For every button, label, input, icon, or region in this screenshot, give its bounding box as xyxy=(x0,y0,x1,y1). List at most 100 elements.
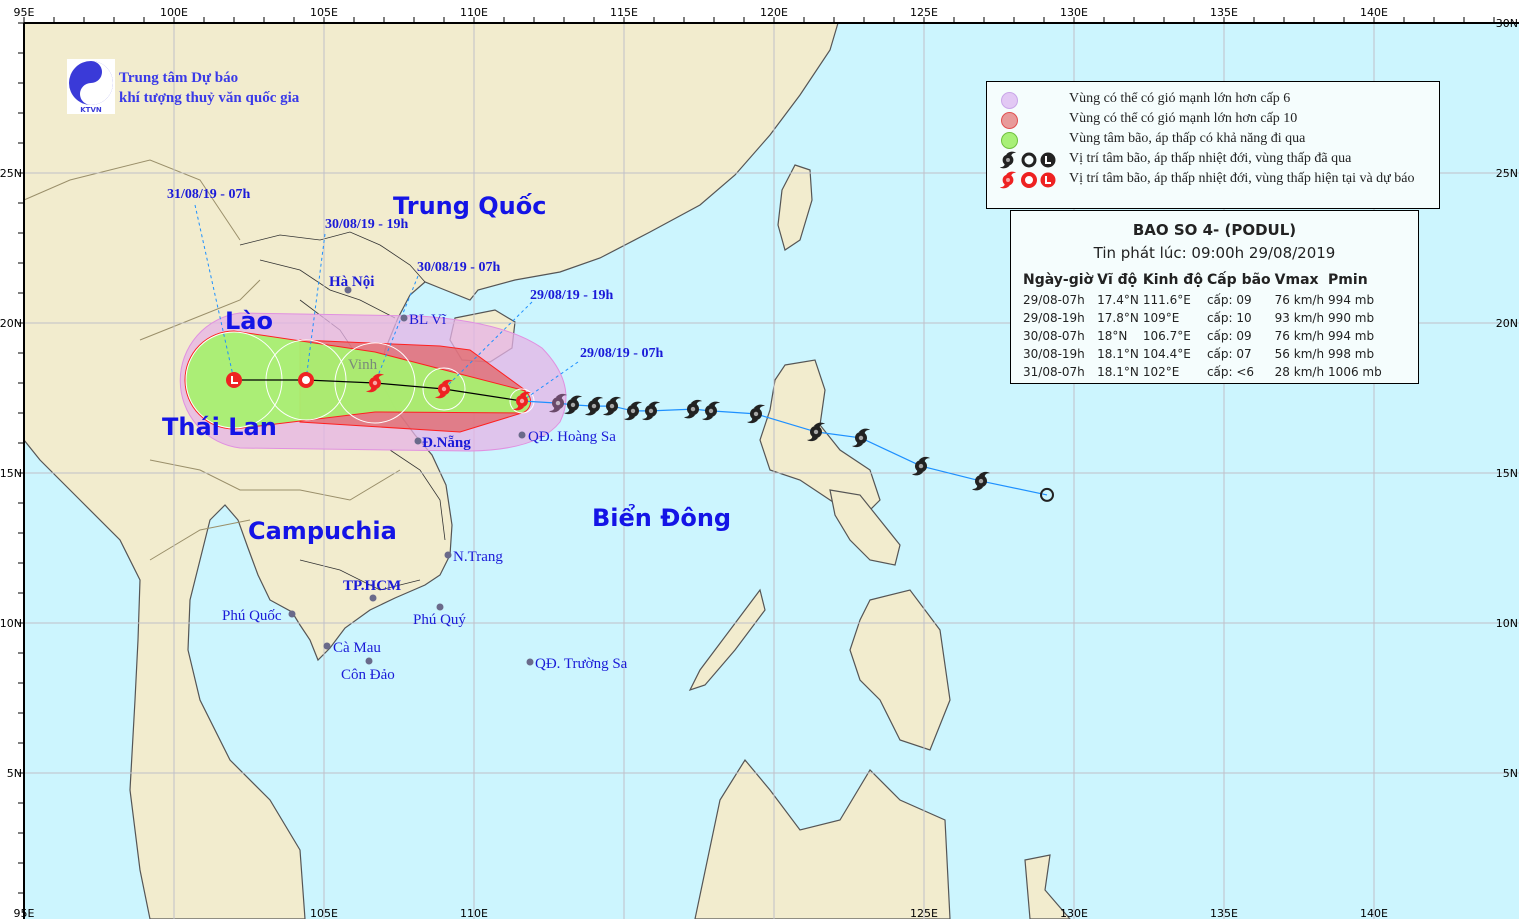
forecast-label: 29/08/19 - 07h xyxy=(580,346,663,361)
country-label: Biển Đông xyxy=(592,502,731,532)
table-row: 30/08-19h 18.1°N 104.4°E cấp: 07 56 km/h 998 … xyxy=(1021,345,1384,363)
lon-tick-label: 130E xyxy=(1060,907,1088,919)
country-label: Campuchia xyxy=(248,517,397,545)
table-cell: cấp: 09 xyxy=(1206,329,1252,343)
lat-tick-label: 5N xyxy=(1503,767,1518,780)
table-cell: 111.6°E xyxy=(1142,293,1191,307)
lon-tick-label: 125E xyxy=(910,907,938,919)
lat-tick-label: 20N xyxy=(1496,317,1518,330)
palawan xyxy=(688,588,766,692)
lat-tick-label: 10N xyxy=(0,617,22,630)
country-borders xyxy=(23,159,401,561)
lon-tick-label: 135E xyxy=(1210,907,1238,919)
place-label: Phú Quốc xyxy=(222,608,282,624)
storm-info-panel: BAO SO 4- (PODUL) Tin phát lúc: 09:00h 2… xyxy=(1010,210,1419,384)
lat-tick-label: 10N xyxy=(1496,617,1518,630)
table-cell: 994 mb xyxy=(1328,329,1375,343)
country-label: Trung Quốc xyxy=(393,192,546,220)
column-header: Vĩ độ xyxy=(1097,272,1138,288)
table-cell: 17.4°N xyxy=(1097,293,1139,307)
legend-label: Vị trí tâm bão, áp thấp nhiệt đới, vùng … xyxy=(1069,151,1352,166)
lon-tick-label: 115E xyxy=(610,6,638,19)
lat-tick-label: 20N xyxy=(0,317,22,330)
table-cell: 17.8°N xyxy=(1097,311,1139,325)
past-position-depression-icon xyxy=(1040,487,1054,502)
lon-tick-label: 140E xyxy=(1360,6,1388,19)
forecast-position-low-icon xyxy=(226,372,242,388)
forecast-position-depression-icon xyxy=(298,372,314,388)
lat-tick-label: 25N xyxy=(0,167,22,180)
lat-tick-label: 5N xyxy=(7,767,22,780)
table-cell: 18.1°N xyxy=(1097,365,1139,379)
table-cell: 28 km/h xyxy=(1274,365,1325,379)
legend-label: Vùng tâm bão, áp thấp có khả năng đi qua xyxy=(1069,131,1306,146)
place-label: BL Vĩ xyxy=(409,312,447,328)
level10-swatch xyxy=(1001,112,1018,129)
lat-tick-label: 30N xyxy=(1496,17,1518,30)
place-dots xyxy=(288,286,534,666)
lon-tick-label: 135E xyxy=(1210,6,1238,19)
lon-tick-label: 120E xyxy=(760,6,788,19)
lon-tick-label: 110E xyxy=(460,907,488,919)
table-cell: 93 km/h xyxy=(1274,311,1325,325)
forecast-leader-lines xyxy=(194,204,579,402)
lon-tick-label: 100E xyxy=(160,6,188,19)
table-cell: 30/08-07h xyxy=(1023,329,1085,343)
forecast-label: 30/08/19 - 07h xyxy=(417,260,500,275)
lon-tick-label: 105E xyxy=(310,6,338,19)
table-cell: 1006 mb xyxy=(1328,365,1382,379)
table-cell: 76 km/h xyxy=(1274,293,1325,307)
legend-label: Vùng có thể có gió mạnh lớn hơn cấp 10 xyxy=(1069,111,1298,126)
table-cell: 994 mb xyxy=(1328,293,1375,307)
country-label: Lào xyxy=(225,307,273,335)
table-row: 29/08-07h 17.4°N 111.6°E cấp: 09 76 km/h 994 … xyxy=(1021,291,1384,309)
lon-tick-label: 140E xyxy=(1360,907,1388,919)
table-cell: 104.4°E xyxy=(1142,347,1191,361)
table-cell: 102°E xyxy=(1142,365,1180,379)
table-cell: 106.7°E xyxy=(1142,329,1191,343)
column-header: Vmax xyxy=(1274,272,1319,288)
org-name-line1: Trung tâm Dự báo xyxy=(119,70,238,86)
map-axes: 95E 100E 105E 110E 115E 120E 125E 130E 135E 140E 9… xyxy=(0,6,1519,919)
table-cell: cấp: 10 xyxy=(1206,311,1252,325)
table-cell: 18.1°N xyxy=(1097,347,1139,361)
lat-tick-label: 15N xyxy=(1496,467,1518,480)
past-position-icons xyxy=(999,151,1056,169)
column-header: Kinh độ xyxy=(1142,272,1203,288)
table-cell: 56 km/h xyxy=(1274,347,1325,361)
table-row: 30/08-07h 18°N 106.7°E cấp: 09 76 km/h 994 mb xyxy=(1021,327,1384,345)
table-cell: cấp: 09 xyxy=(1206,293,1252,307)
center-zone-swatch xyxy=(1001,132,1018,149)
lon-tick-label: 110E xyxy=(460,6,488,19)
place-label: Côn Đảo xyxy=(341,667,395,683)
table-row: 31/08-07h 18.1°N 102°E cấp: <6 28 km/h 1006 m… xyxy=(1021,363,1384,381)
map-legend: Vùng có thể có gió mạnh lớn hơn cấp 6 Vù… xyxy=(986,81,1440,209)
lat-tick-label: 25N xyxy=(1496,167,1518,180)
table-cell: 29/08-19h xyxy=(1023,311,1085,325)
country-label: Thái Lan xyxy=(162,413,277,441)
column-header: Ngày-giờ xyxy=(1023,272,1094,288)
column-header: Pmin xyxy=(1328,272,1368,288)
table-cell: 109°E xyxy=(1142,311,1180,325)
legend-label: Vị trí tâm bão, áp thấp nhiệt đới, vùng … xyxy=(1069,171,1415,186)
place-label: Cà Mau xyxy=(333,640,381,656)
lon-tick-label: 95E xyxy=(14,6,35,19)
table-cell: cấp: <6 xyxy=(1206,365,1255,379)
table-cell: 31/08-07h xyxy=(1023,365,1085,379)
level6-swatch xyxy=(1001,92,1018,109)
table-cell: 18°N xyxy=(1097,329,1128,343)
table-cell: 998 mb xyxy=(1328,347,1375,361)
lon-tick-label: 130E xyxy=(1060,6,1088,19)
logo-text: KTVN xyxy=(80,106,102,114)
storm-center-zone xyxy=(184,330,531,430)
issued-time: Tin phát lúc: 09:00h 29/08/2019 xyxy=(1093,244,1336,262)
org-name-line2: khí tượng thuỷ văn quốc gia xyxy=(119,90,300,106)
place-label: TP.HCM xyxy=(343,578,401,594)
table-cell: 30/08-19h xyxy=(1023,347,1085,361)
taiwan xyxy=(777,164,813,251)
forecast-position-icons xyxy=(999,171,1056,189)
place-label: QĐ. Hoàng Sa xyxy=(528,429,616,445)
lat-tick-label: 15N xyxy=(0,467,22,480)
place-label: Đ.Nẵng xyxy=(422,435,471,451)
forecast-label: 30/08/19 - 19h xyxy=(325,217,408,232)
